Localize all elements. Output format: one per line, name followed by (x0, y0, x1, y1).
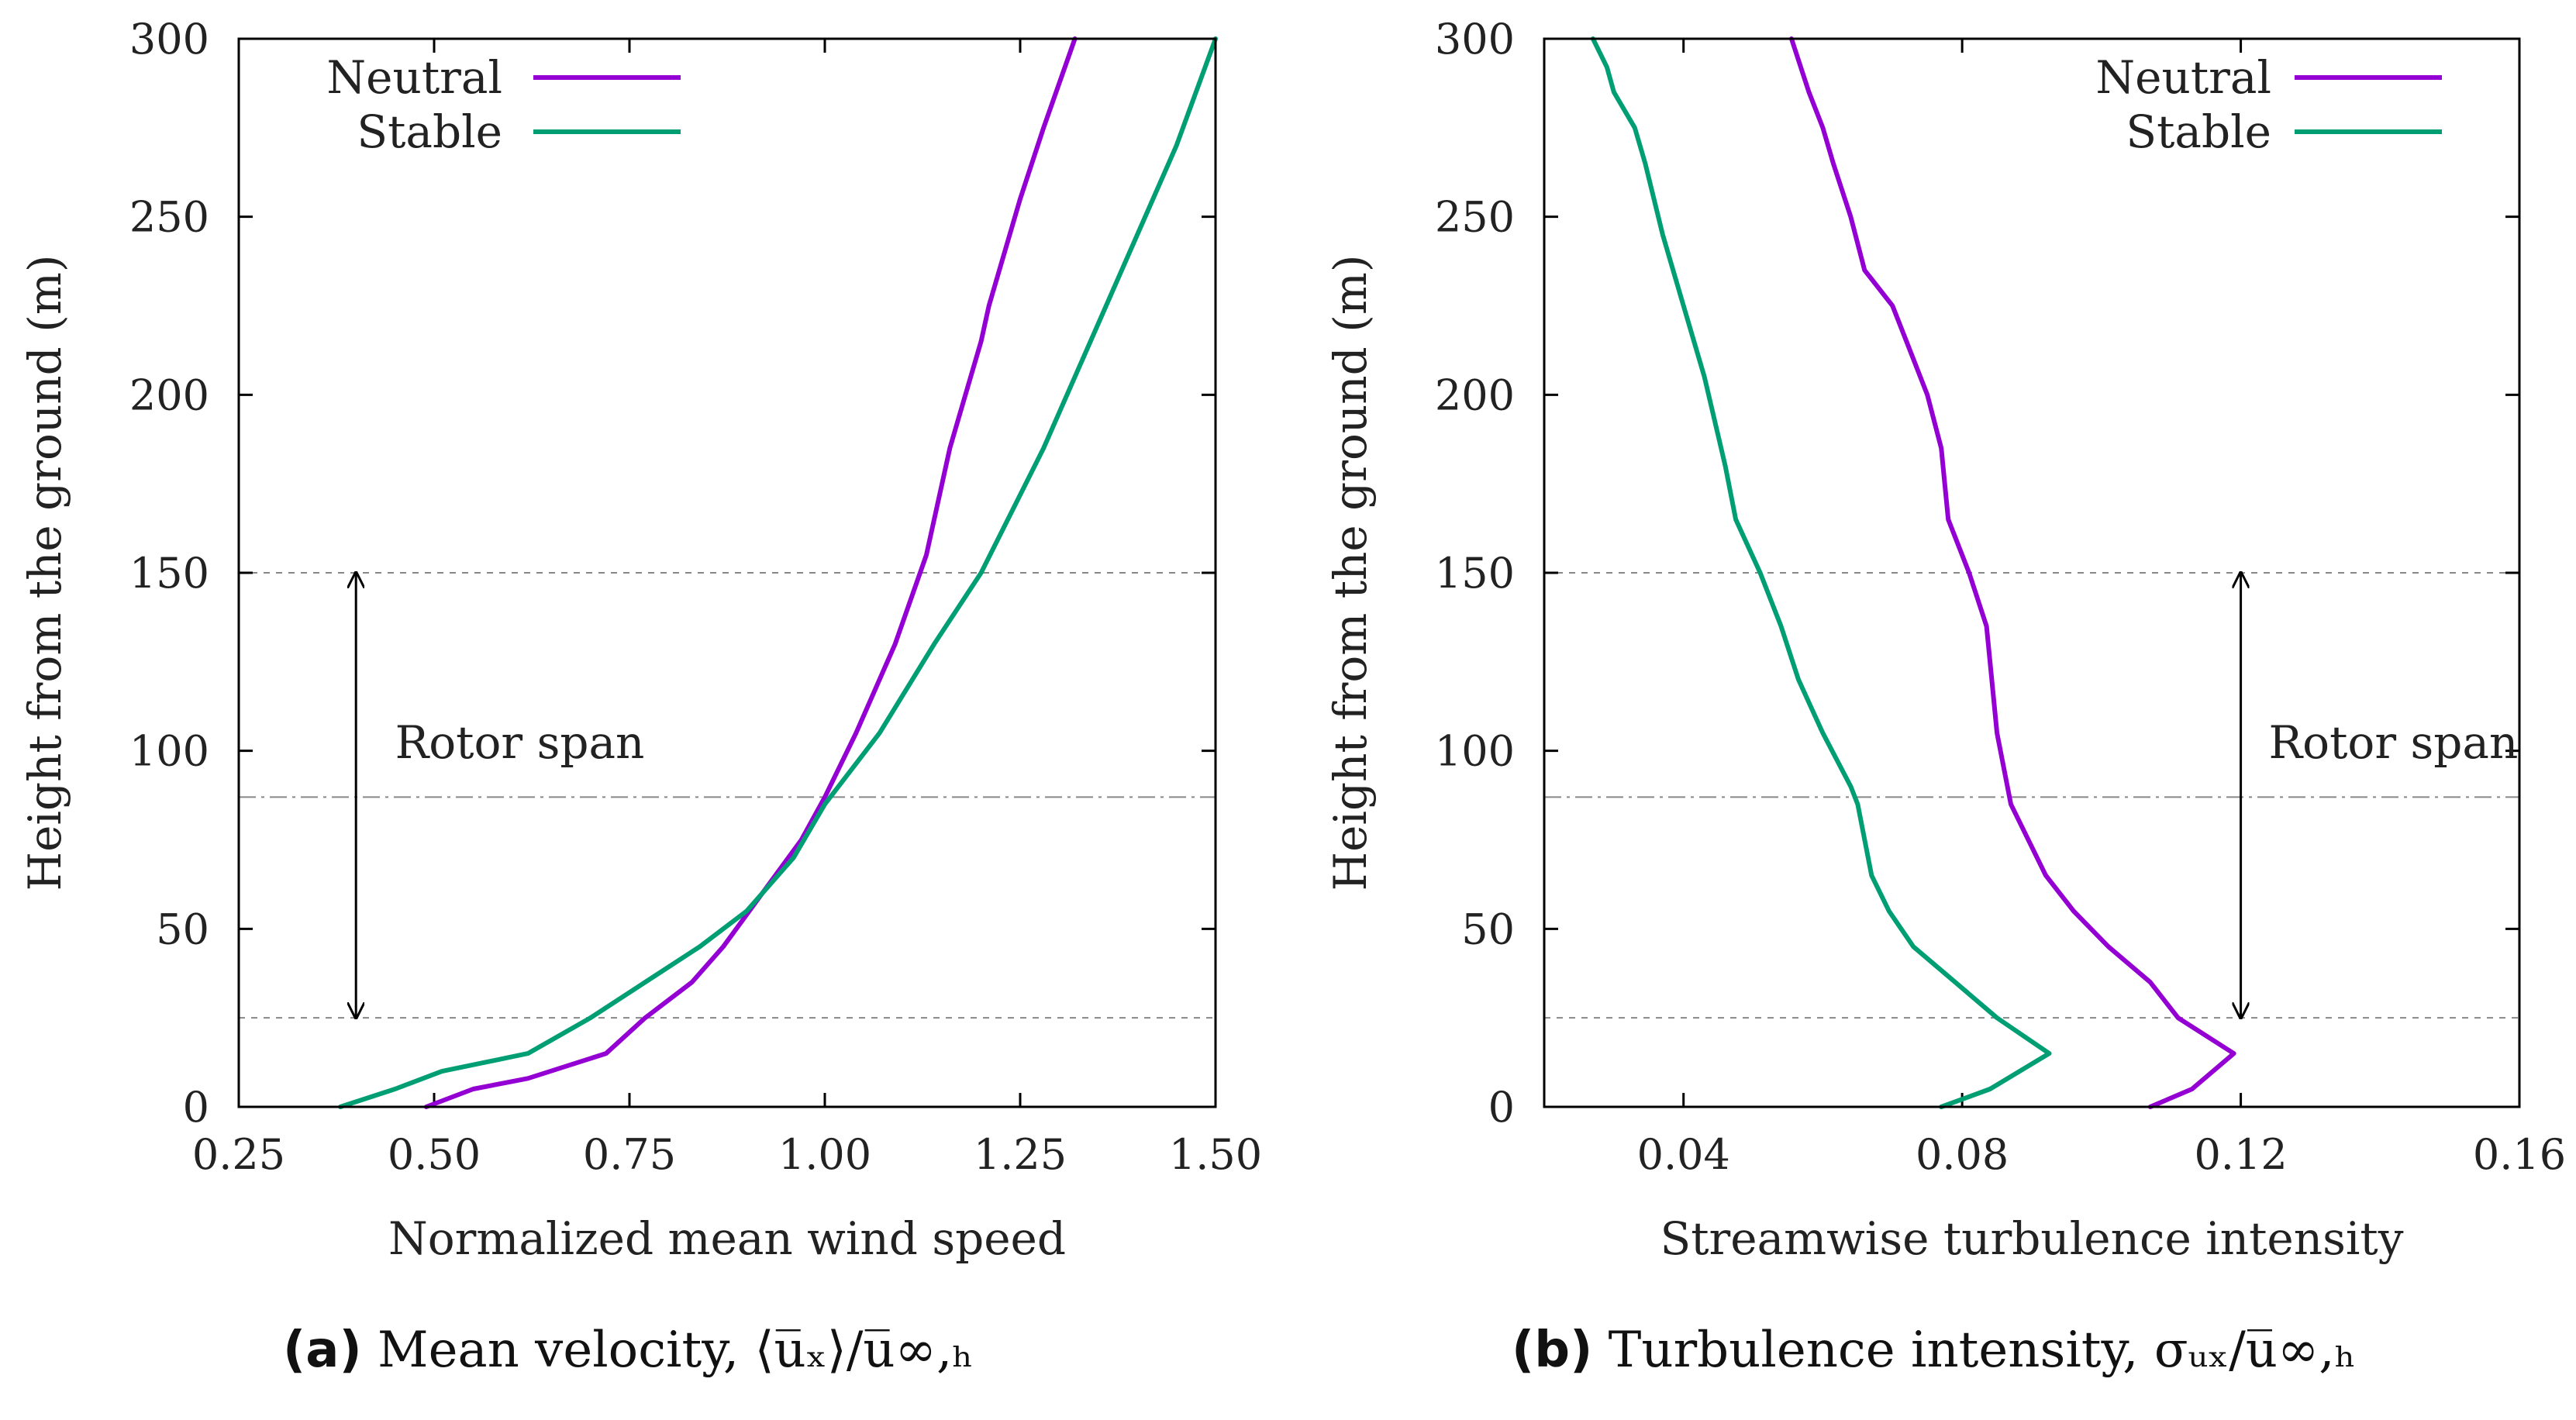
a-xtick-label-1: 0.50 (388, 1130, 481, 1179)
b-series-stable-line (1590, 36, 2052, 1109)
a-ytick-label-1: 50 (156, 905, 209, 953)
caption-panel-b: (b) Turbulence intensity, σᵤₓ/u̅∞,ₕ (1512, 1322, 2356, 1379)
a-plot-frame (237, 37, 1217, 1108)
a-series-stable-line (338, 36, 1218, 1109)
b-ytick-label-3: 150 (1435, 549, 1515, 598)
a-ytick-label-6: 300 (129, 15, 209, 64)
a-xtick-label-5: 1.50 (1169, 1130, 1262, 1179)
a-x-axis-label: Normalized mean wind speed (388, 1212, 1066, 1265)
a-ytick-label-3: 150 (129, 549, 209, 598)
b-ytick-label-0: 0 (1488, 1083, 1515, 1132)
a-xtick-label-3: 1.00 (778, 1130, 871, 1179)
b-rotor-span-label: Rotor span (2269, 716, 2519, 769)
b-plot-frame (1543, 37, 2521, 1108)
b-legend-label-stable: Stable (2126, 105, 2271, 158)
b-legend-label-neutral: Neutral (2095, 51, 2271, 104)
b-ytick-label-1: 50 (1461, 905, 1515, 953)
a-series-neutral-line (423, 36, 1078, 1109)
a-ytick-label-2: 100 (129, 727, 209, 776)
caption-b-text: Turbulence intensity, σᵤₓ/u̅∞,ₕ (1608, 1322, 2357, 1379)
b-series-neutral-line (1789, 36, 2236, 1109)
a-ytick-label-4: 200 (129, 371, 209, 419)
caption-b-tag: (b) (1512, 1322, 1593, 1379)
b-xtick-label-0: 0.04 (1637, 1130, 1730, 1179)
a-legend-label-neutral: Neutral (326, 51, 502, 104)
b-xtick-label-1: 0.08 (1916, 1130, 2009, 1179)
panel-b-turbulence-intensity-chart: 0.04 0.08 0.12 0.16 0 50 100 150 200 250 300 Rotor … (1324, 15, 2566, 1265)
a-ytick-label-5: 250 (129, 193, 209, 242)
caption-a-tag: (a) (283, 1322, 362, 1379)
caption-a-text: Mean velocity, ⟨u̅ₓ⟩/u̅∞,ₕ (378, 1322, 974, 1379)
b-ytick-label-4: 200 (1435, 371, 1515, 419)
a-xtick-label-4: 1.25 (974, 1130, 1067, 1179)
a-xtick-label-2: 0.75 (583, 1130, 676, 1179)
a-ytick-label-0: 0 (183, 1083, 209, 1132)
b-xtick-label-2: 0.12 (2194, 1130, 2287, 1179)
panel-a-mean-velocity-chart: 0.25 0.50 0.75 1.00 1.25 1.50 0 50 100 150 200 250 3… (19, 15, 1262, 1265)
a-xtick-label-0: 0.25 (192, 1130, 285, 1179)
b-xtick-label-3: 0.16 (2473, 1130, 2566, 1179)
caption-panel-a: (a) Mean velocity, ⟨u̅ₓ⟩/u̅∞,ₕ (283, 1322, 974, 1379)
b-y-axis-label: Height from the ground (m) (1324, 255, 1377, 891)
b-ytick-label-6: 300 (1435, 15, 1515, 64)
a-legend-label-stable: Stable (357, 105, 502, 158)
a-y-axis-label: Height from the ground (m) (19, 255, 71, 891)
a-rotor-span-label: Rotor span (395, 716, 645, 769)
b-ytick-label-5: 250 (1435, 193, 1515, 242)
b-x-axis-label: Streamwise turbulence intensity (1660, 1212, 2403, 1265)
b-ytick-label-2: 100 (1435, 727, 1515, 776)
